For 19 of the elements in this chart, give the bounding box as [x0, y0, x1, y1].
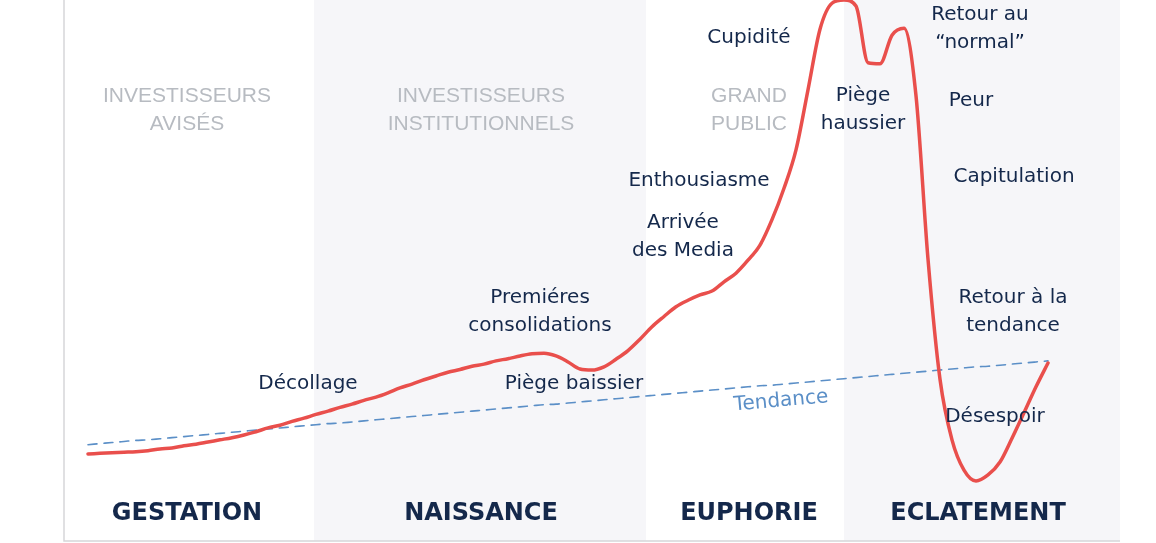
annotation: Enthousiasme	[628, 167, 770, 192]
annotation: Piège baissier	[504, 370, 644, 395]
annotation: NAISSANCE	[404, 498, 558, 527]
annotation: Retour à la tendance	[958, 284, 1068, 337]
annotation: Décollage	[258, 370, 358, 395]
annotation: Cupidité	[707, 24, 791, 49]
annotation: Peur	[948, 87, 995, 112]
annotation: Capitulation	[953, 163, 1075, 188]
annotation: ECLATEMENT	[890, 498, 1067, 527]
annotation: GRAND PUBLIC	[711, 82, 787, 134]
annotation: INVESTISSEURS INSTITUTIONNELS	[387, 82, 575, 134]
annotation: INVESTISSEURS AVISÉS	[102, 82, 272, 134]
annotation: Arrivée des Media	[632, 209, 734, 262]
annotation: GESTATION	[111, 498, 263, 527]
annotation: Premiéres consolidations	[468, 284, 612, 337]
annotation: Piège haussier	[820, 82, 907, 135]
annotation: Retour au “normal”	[931, 1, 1029, 54]
annotation: EUPHORIE	[680, 498, 818, 527]
text: Tendance	[731, 383, 830, 416]
